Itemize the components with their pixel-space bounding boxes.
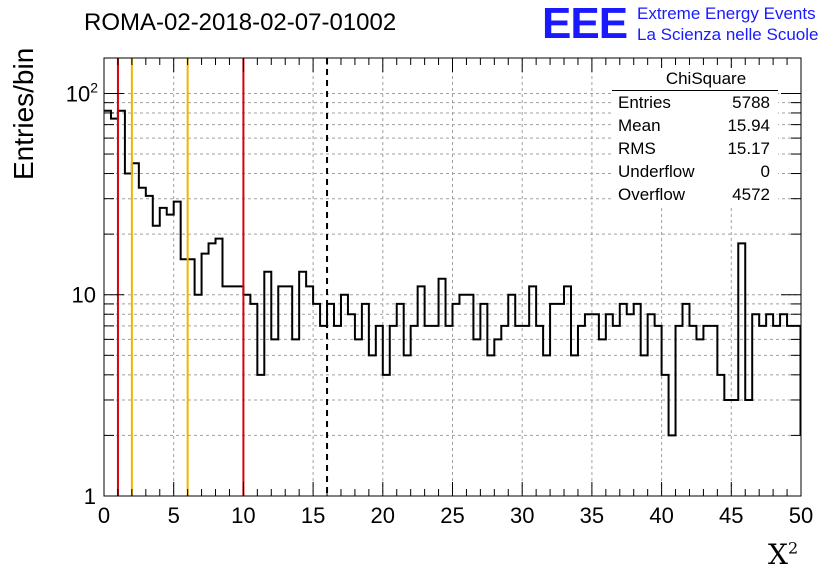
stats-label: Entries <box>618 93 671 112</box>
stats-title: ChiSquare <box>665 69 747 88</box>
y-tick-label: 1 <box>84 484 96 509</box>
stats-label: Underflow <box>618 162 695 181</box>
stats-value: 4572 <box>732 185 770 204</box>
stats-row-overflow: Overflow 4572 <box>612 183 778 206</box>
x-tick-label: 10 <box>231 503 255 528</box>
logo-caption-line-1: Extreme Energy Events <box>637 4 816 23</box>
x-tick-label: 0 <box>98 503 110 528</box>
x-tick-labels: 0 5 10 15 20 25 30 35 40 45 50 <box>98 503 813 528</box>
stats-row-entries: Entries 5788 <box>612 91 778 114</box>
stats-divider <box>612 90 778 91</box>
x-tick-label: 30 <box>510 503 534 528</box>
x-axis-label-base: X <box>768 538 788 571</box>
x-tick-label: 25 <box>440 503 464 528</box>
y-tick-labels: 1 10 102 <box>66 79 98 509</box>
stats-value: 0 <box>760 162 770 181</box>
histogram-line <box>104 109 801 437</box>
x-tick-label: 5 <box>168 503 180 528</box>
stats-row-underflow: Underflow 0 <box>612 160 778 183</box>
stats-label: RMS <box>618 139 656 158</box>
x-tick-label: 15 <box>301 503 325 528</box>
stats-label: Mean <box>618 116 661 135</box>
logo-caption-line-2: La Scienza nelle Scuole <box>637 25 819 44</box>
logo-caption: Extreme Energy Events La Scienza nelle S… <box>637 3 818 45</box>
eee-logo: EEE <box>542 0 628 48</box>
page-title: ROMA-02-2018-02-07-01002 <box>84 9 397 36</box>
x-axis-label-exponent: 2 <box>787 538 799 558</box>
y-tick-label: 10 <box>72 283 96 308</box>
y-axis-label: Entries/bin <box>8 47 39 180</box>
stats-label: Overflow <box>618 185 686 204</box>
stats-value: 5788 <box>732 93 770 112</box>
stats-row-mean: Mean 15.94 <box>612 114 778 137</box>
axis-ticks <box>103 58 802 497</box>
reference-lines <box>116 58 329 496</box>
x-tick-label: 20 <box>371 503 395 528</box>
x-axis-label: X2 <box>768 538 798 571</box>
x-tick-label: 50 <box>789 503 813 528</box>
y-tick-label: 102 <box>66 79 98 106</box>
x-tick-label: 45 <box>719 503 743 528</box>
stats-box: ChiSquare Entries 5788 Mean 15.94 RMS 15… <box>612 68 778 206</box>
stats-value: 15.94 <box>727 116 770 135</box>
x-tick-label: 40 <box>649 503 673 528</box>
stats-value: 15.17 <box>727 139 770 158</box>
x-tick-label: 35 <box>580 503 604 528</box>
stats-row-rms: RMS 15.17 <box>612 137 778 160</box>
